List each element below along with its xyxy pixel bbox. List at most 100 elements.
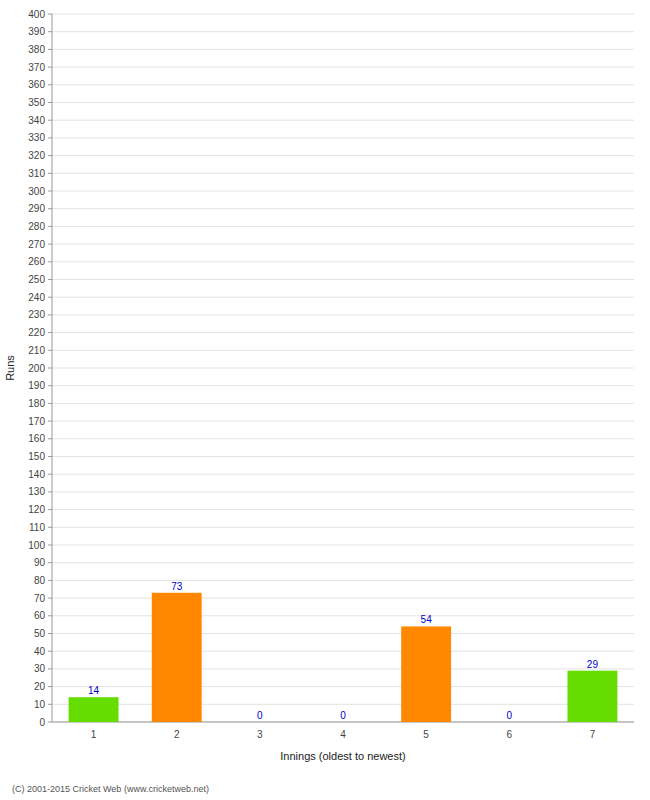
y-tick [48, 686, 52, 687]
y-tick [48, 651, 52, 652]
y-tick [48, 704, 52, 705]
data-label: 29 [587, 659, 599, 670]
y-axis-line [52, 14, 53, 722]
grid-line [52, 14, 634, 15]
y-tick-label: 370 [28, 62, 45, 73]
y-tick-label: 350 [28, 97, 45, 108]
y-tick-label: 170 [28, 416, 45, 427]
grid-line [52, 598, 634, 599]
y-tick [48, 67, 52, 68]
y-tick [48, 279, 52, 280]
y-tick-label: 70 [34, 593, 46, 604]
grid-line [52, 67, 634, 68]
grid-line [52, 84, 634, 85]
bars [69, 593, 618, 722]
y-tick-label: 120 [28, 504, 45, 515]
y-tick [48, 722, 52, 723]
y-tick-label: 80 [34, 575, 46, 586]
y-tick [48, 421, 52, 422]
grid-line [52, 545, 634, 546]
y-tick [48, 332, 52, 333]
grid-line [52, 244, 634, 245]
grid-line [52, 350, 634, 351]
y-axis-label: Runs [4, 355, 16, 381]
grid-line [52, 226, 634, 227]
y-tick [48, 403, 52, 404]
grid-line [52, 120, 634, 121]
y-tick [48, 350, 52, 351]
y-tick [48, 580, 52, 581]
grid-line [52, 208, 634, 209]
y-tick [48, 14, 52, 15]
y-tick-label: 220 [28, 327, 45, 338]
y-tick [48, 474, 52, 475]
data-label: 73 [171, 581, 183, 592]
y-tick [48, 438, 52, 439]
y-tick [48, 633, 52, 634]
y-tick [48, 615, 52, 616]
grid-line [52, 191, 634, 192]
y-tick [48, 49, 52, 50]
grid-line [52, 509, 634, 510]
y-tick-label: 140 [28, 469, 45, 480]
y-tick [48, 314, 52, 315]
footer: (C) 2001-2015 Cricket Web (www.cricketwe… [12, 784, 209, 794]
y-tick [48, 244, 52, 245]
grid-line [52, 297, 634, 298]
y-tick-label: 100 [28, 540, 45, 551]
grid-line [52, 403, 634, 404]
data-label: 0 [340, 710, 346, 721]
data-label: 0 [257, 710, 263, 721]
y-tick [48, 368, 52, 369]
chart: 0102030405060708090100110120130140150160… [0, 0, 650, 800]
y-tick [48, 385, 52, 386]
data-label: 0 [507, 710, 513, 721]
data-label: 14 [88, 685, 100, 696]
y-tick-label: 40 [34, 646, 46, 657]
y-tick-label: 50 [34, 628, 46, 639]
y-tick-label: 130 [28, 486, 45, 497]
grid [52, 14, 634, 722]
grid-line [52, 491, 634, 492]
y-tick [48, 297, 52, 298]
x-tick-label: 5 [423, 729, 429, 740]
y-tick-label: 90 [34, 557, 46, 568]
y-tick-label: 300 [28, 186, 45, 197]
grid-line [52, 314, 634, 315]
y-tick [48, 226, 52, 227]
y-tick-label: 190 [28, 380, 45, 391]
grid-line [52, 438, 634, 439]
y-tick-label: 320 [28, 150, 45, 161]
x-tick-label: 6 [507, 729, 513, 740]
y-tick [48, 120, 52, 121]
grid-line [52, 261, 634, 262]
y-tick [48, 84, 52, 85]
y-tick [48, 261, 52, 262]
y-tick-label: 110 [29, 522, 45, 533]
y-tick [48, 191, 52, 192]
grid-line [52, 456, 634, 457]
grid-line [52, 421, 634, 422]
y-tick-label: 310 [28, 168, 45, 179]
data-labels: 14730054029 [88, 581, 598, 721]
chart-container: 0102030405060708090100110120130140150160… [0, 0, 650, 800]
y-tick-label: 360 [28, 79, 45, 90]
y-tick-label: 390 [28, 26, 45, 37]
y-tick-label: 0 [39, 717, 45, 728]
grid-line [52, 562, 634, 563]
grid-line [52, 722, 634, 723]
y-tick [48, 102, 52, 103]
y-tick-label: 260 [28, 256, 45, 267]
y-tick-label: 10 [34, 699, 46, 710]
y-tick [48, 562, 52, 563]
y-tick-label: 280 [28, 221, 45, 232]
x-tick-label: 2 [174, 729, 180, 740]
y-tick [48, 668, 52, 669]
grid-line [52, 668, 634, 669]
bar [152, 593, 202, 722]
y-tick-label: 270 [28, 239, 45, 250]
y-tick-label: 290 [28, 203, 45, 214]
grid-line [52, 385, 634, 386]
y-tick-label: 20 [34, 681, 46, 692]
grid-line [52, 173, 634, 174]
